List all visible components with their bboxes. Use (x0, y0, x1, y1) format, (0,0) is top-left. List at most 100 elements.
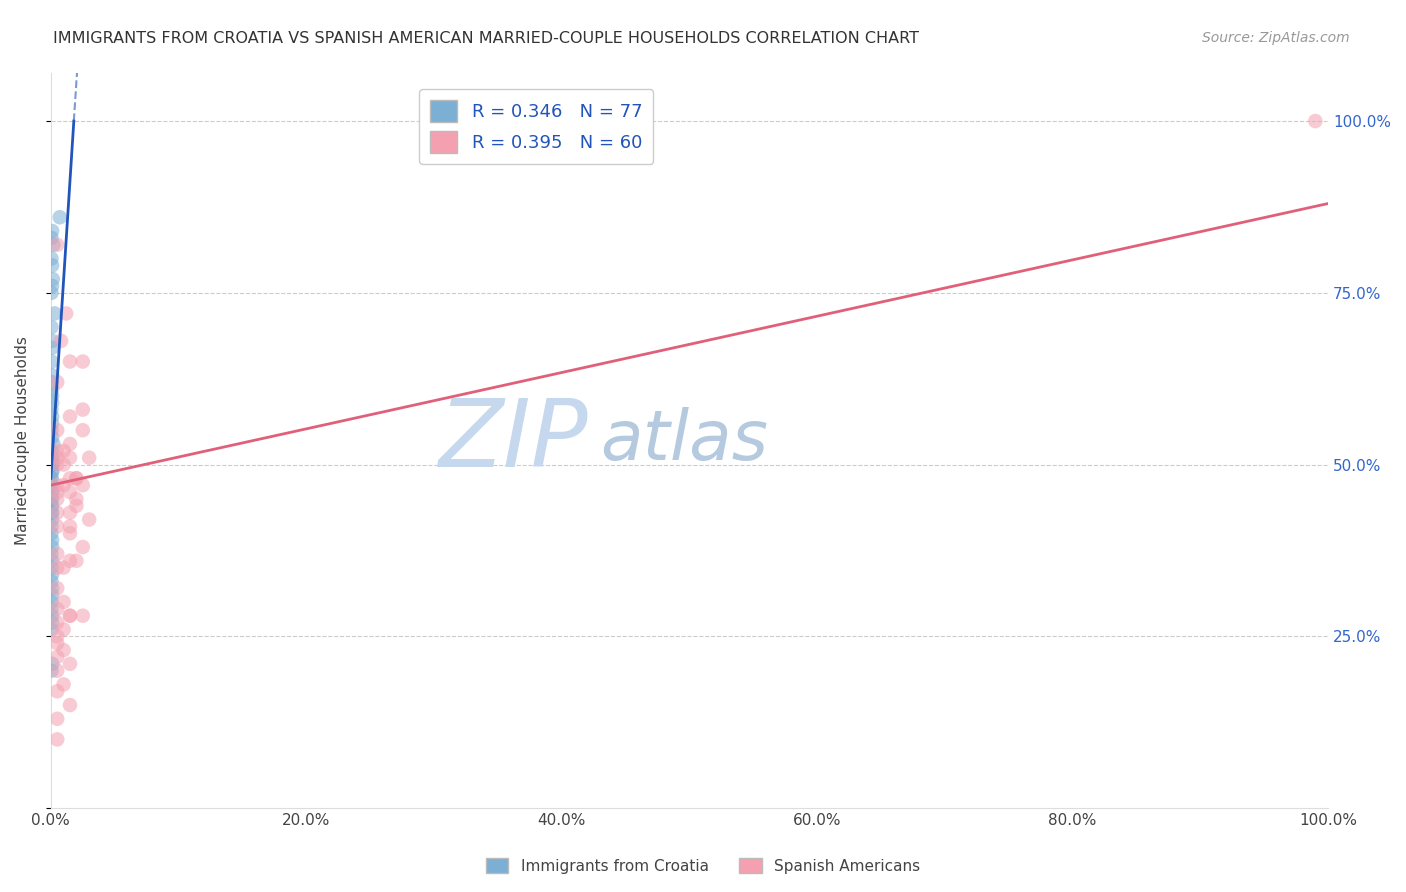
Point (52, 595, 75, 609)
Text: atlas: atlas (600, 407, 768, 474)
Point (52, 560, 75, 574)
Point (41, 458, 63, 472)
Point (46, 485, 69, 500)
Point (41, 252, 63, 266)
Point (44, 306, 66, 320)
Point (46, 712, 69, 726)
Point (65, 554, 87, 568)
Point (46, 636, 69, 650)
Point (59, 608, 82, 623)
Point (41, 533, 63, 548)
Point (41, 458, 63, 472)
Point (41, 341, 63, 355)
Point (42, 272, 65, 286)
Point (41, 458, 63, 472)
Point (41, 458, 63, 472)
Point (52, 623, 75, 637)
Point (59, 471, 82, 485)
Point (41, 458, 63, 472)
Point (46, 423, 69, 437)
Point (41, 458, 63, 472)
Point (41, 285, 63, 300)
Point (41, 458, 63, 472)
Point (46, 458, 69, 472)
Y-axis label: Married-couple Households: Married-couple Households (15, 336, 30, 545)
Point (42, 437, 65, 451)
Point (41, 409, 63, 424)
Point (41, 458, 63, 472)
Text: Source: ZipAtlas.com: Source: ZipAtlas.com (1202, 31, 1350, 45)
Point (46, 450, 69, 465)
Text: ZIP: ZIP (437, 395, 588, 486)
Point (41, 465, 63, 479)
Point (59, 657, 82, 671)
Point (46, 443, 69, 458)
Point (72, 402, 94, 417)
Point (41, 231, 63, 245)
Point (41, 458, 63, 472)
Point (41, 547, 63, 561)
Point (46, 581, 69, 595)
Point (41, 258, 63, 272)
Point (59, 608, 82, 623)
Point (41, 608, 63, 623)
Point (42, 237, 65, 252)
Point (41, 458, 63, 472)
Point (41, 458, 63, 472)
Point (46, 547, 69, 561)
Point (46, 602, 69, 616)
Point (46, 664, 69, 678)
Point (65, 471, 87, 485)
Point (41, 450, 63, 465)
Point (41, 574, 63, 589)
Point (41, 588, 63, 602)
Point (41, 334, 63, 348)
Point (41, 491, 63, 506)
Point (41, 471, 63, 485)
Legend: Immigrants from Croatia, Spanish Americans: Immigrants from Croatia, Spanish America… (479, 852, 927, 880)
Point (41, 224, 63, 238)
Point (72, 478, 94, 492)
Point (41, 485, 63, 500)
Point (52, 643, 75, 657)
Point (41, 402, 63, 417)
Text: IMMIGRANTS FROM CROATIA VS SPANISH AMERICAN MARRIED-COUPLE HOUSEHOLDS CORRELATIO: IMMIGRANTS FROM CROATIA VS SPANISH AMERI… (53, 31, 920, 46)
Point (41, 458, 63, 472)
Point (46, 491, 69, 506)
Point (41, 279, 63, 293)
Point (59, 506, 82, 520)
Point (72, 608, 94, 623)
Point (46, 649, 69, 664)
Point (41, 506, 63, 520)
Point (41, 465, 63, 479)
Point (59, 354, 82, 368)
Point (59, 437, 82, 451)
Point (41, 664, 63, 678)
Point (59, 519, 82, 533)
Point (55, 306, 77, 320)
Point (46, 506, 69, 520)
Point (41, 423, 63, 437)
Point (41, 382, 63, 396)
Point (49, 211, 72, 225)
Point (41, 602, 63, 616)
Point (52, 478, 75, 492)
Point (59, 450, 82, 465)
Point (41, 417, 63, 431)
Point (41, 512, 63, 526)
Point (46, 560, 69, 574)
Point (41, 458, 63, 472)
Point (59, 526, 82, 541)
Point (77, 450, 100, 465)
Point (41, 478, 63, 492)
Point (41, 567, 63, 582)
Point (52, 458, 75, 472)
Point (41, 450, 63, 465)
Point (46, 237, 69, 252)
Point (41, 478, 63, 492)
Point (59, 554, 82, 568)
Point (46, 629, 69, 643)
Point (41, 540, 63, 554)
Point (41, 458, 63, 472)
Point (41, 354, 63, 368)
